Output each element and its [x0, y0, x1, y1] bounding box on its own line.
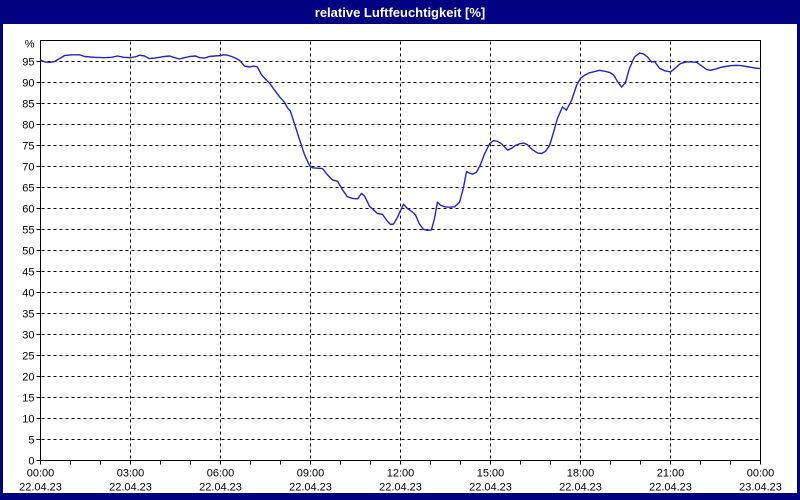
x-tick-time-label: 12:00 [387, 468, 415, 480]
y-tick-label: 95 [22, 57, 34, 69]
y-tick-label: 10 [22, 414, 34, 426]
y-tick-label: 55 [22, 225, 34, 237]
y-tick-label: 50 [22, 246, 34, 258]
x-tick-date-label: 22.04.23 [109, 482, 152, 494]
y-tick-label: 60 [22, 204, 34, 216]
x-tick-date-label: 22.04.23 [649, 482, 692, 494]
y-tick-label: 70 [22, 162, 34, 174]
y-tick-label: 90 [22, 78, 34, 90]
x-tick-time-label: 09:00 [297, 468, 325, 480]
x-tick-date-label: 23.04.23 [739, 482, 782, 494]
x-tick-date-label: 22.04.23 [379, 482, 422, 494]
chart-title: relative Luftfeuchtigkeit [%] [314, 4, 486, 20]
x-tick-time-label: 18:00 [567, 468, 595, 480]
y-tick-label: 35 [22, 309, 34, 321]
y-tick-label: 45 [22, 267, 34, 279]
y-tick-label: 25 [22, 351, 34, 363]
window-border-right [797, 24, 800, 500]
x-tick-time-label: 00:00 [747, 468, 775, 480]
window-border-bottom [0, 493, 800, 500]
y-tick-label: 75 [22, 141, 34, 153]
x-tick-time-label: 03:00 [117, 468, 145, 480]
y-tick-label: 65 [22, 183, 34, 195]
title-bar: relative Luftfeuchtigkeit [%] [0, 0, 800, 24]
y-tick-label: 5 [28, 435, 34, 447]
x-tick-date-label: 22.04.23 [19, 482, 62, 494]
y-tick-label: 85 [22, 99, 34, 111]
y-axis-unit-label: % [25, 39, 35, 51]
y-tick-label: 0 [28, 456, 34, 468]
window-border-left [0, 24, 3, 500]
x-tick-time-label: 06:00 [207, 468, 235, 480]
x-tick-time-label: 00:00 [27, 468, 55, 480]
y-tick-label: 30 [22, 330, 34, 342]
x-tick-date-label: 22.04.23 [469, 482, 512, 494]
y-tick-label: 40 [22, 288, 34, 300]
humidity-series-line [39, 52, 762, 232]
y-tick-label: 80 [22, 120, 34, 132]
humidity-line-chart: 0 5 10 15 20 25 30 35 40 45 50 55 60 65 70 75 80 85 90 95% 0… [19, 39, 782, 494]
x-tick-time-label: 15:00 [477, 468, 505, 480]
x-tick-date-label: 22.04.23 [559, 482, 602, 494]
x-tick-date-label: 22.04.23 [199, 482, 242, 494]
x-tick-time-label: 21:00 [657, 468, 685, 480]
plot-border [40, 40, 761, 461]
x-tick-date-label: 22.04.23 [289, 482, 332, 494]
y-tick-label: 15 [22, 393, 34, 405]
y-tick-label: 20 [22, 372, 34, 384]
